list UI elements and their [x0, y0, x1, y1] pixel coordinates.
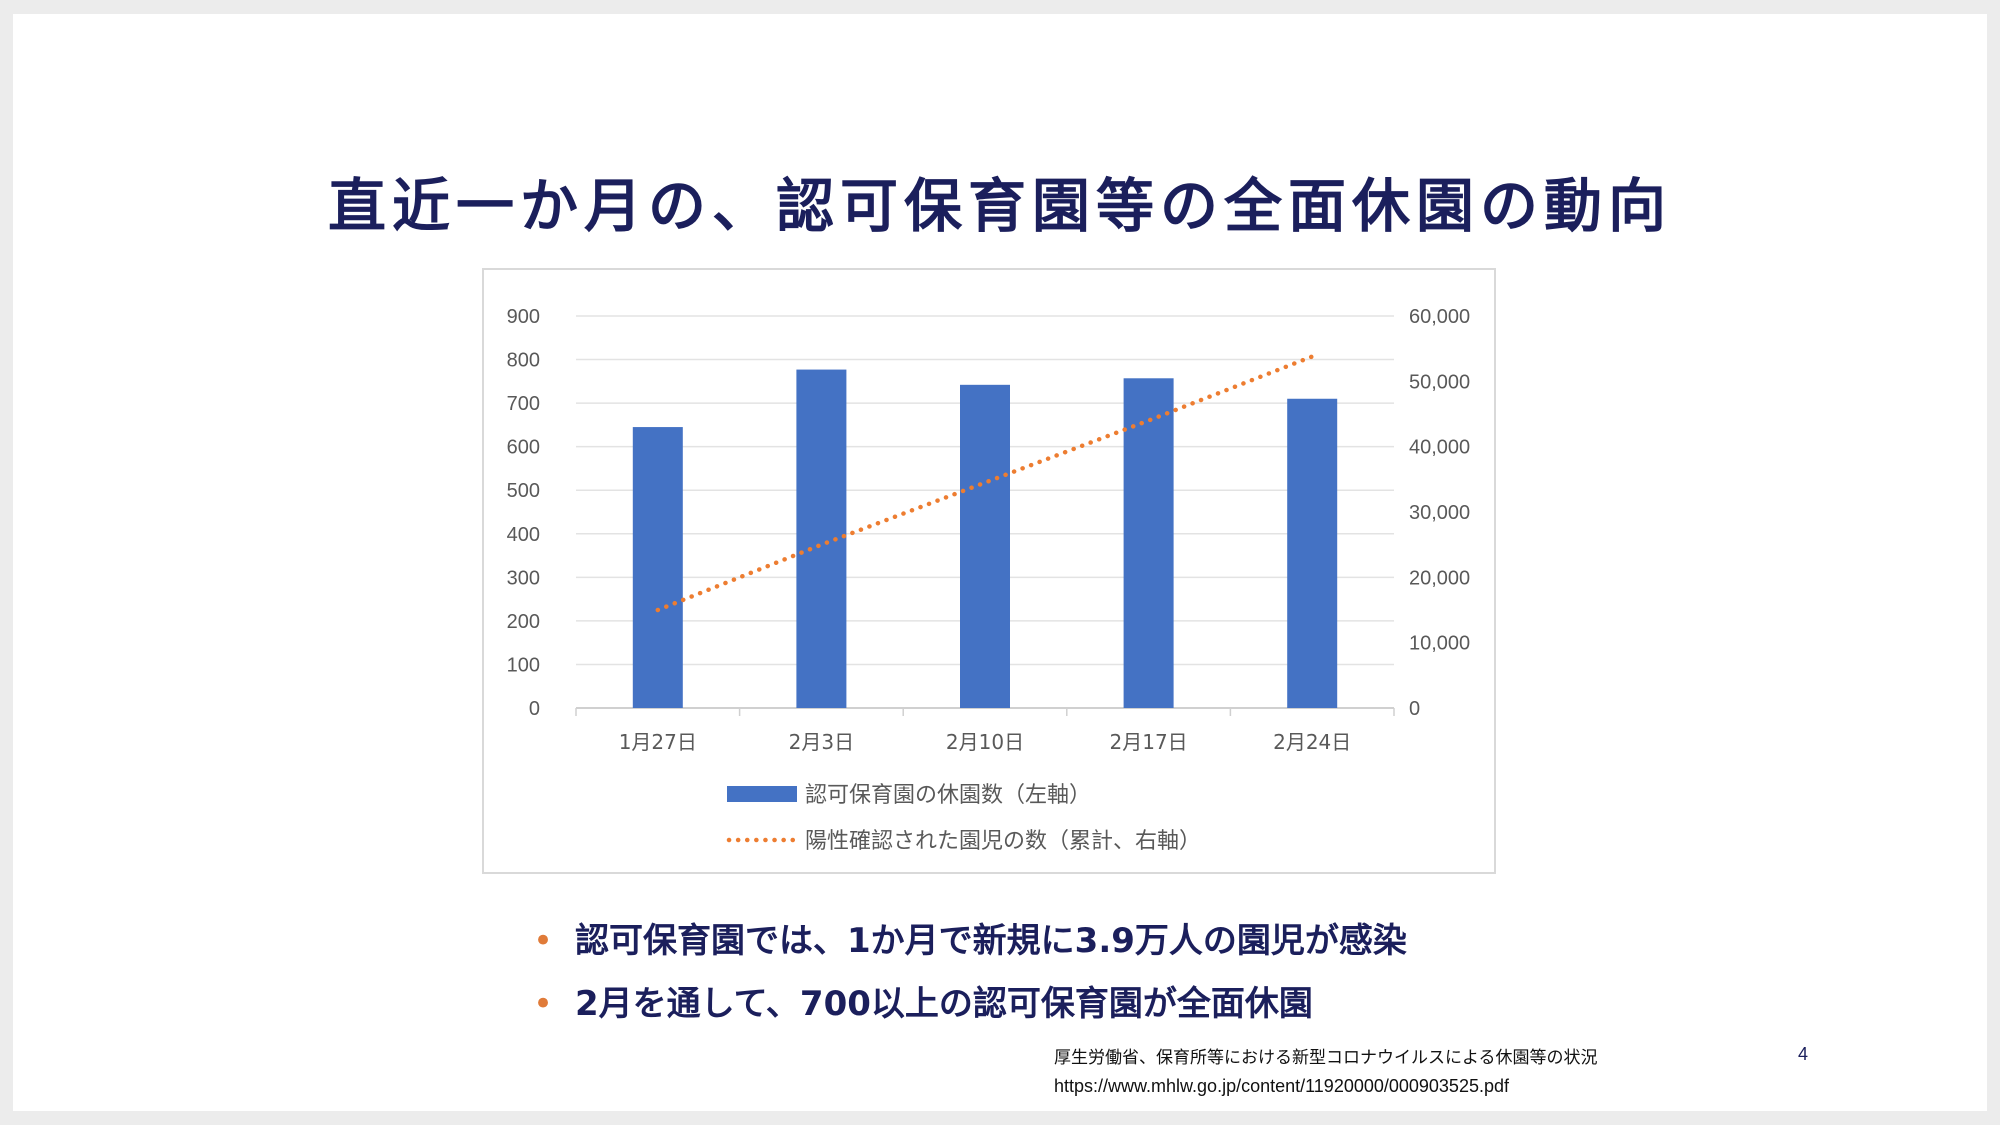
x-tick-label: 2月24日	[1273, 730, 1351, 754]
legend-label: 認可保育園の休園数（左軸）	[805, 783, 1091, 808]
left-tick-label: 0	[529, 698, 540, 720]
source-url[interactable]: https://www.mhlw.go.jp/content/11920000/…	[1054, 1076, 1509, 1096]
left-tick-label: 400	[507, 524, 540, 546]
legend: 認可保育園の休園数（左軸） 陽性確認された園児の数（累計、右軸）	[726, 783, 1201, 854]
right-tick-label: 0	[1409, 698, 1420, 720]
right-tick-label: 40,000	[1409, 437, 1470, 459]
bullet-text: 認可保育園では、1か月で新規に3.9万人の園児が感染	[575, 921, 1407, 961]
bullet-item: • 認可保育園では、1か月で新規に3.9万人の園児が感染	[533, 919, 1407, 982]
chart-frame: 0 100 200 300 400 500 600 700 800 900 0 10,000 20,0…	[482, 268, 1496, 874]
bullet-marker: •	[533, 984, 554, 1024]
left-tick-label: 700	[507, 393, 540, 415]
bullet-list: • 認可保育園では、1か月で新規に3.9万人の園児が感染 • 2月を通して、700以…	[533, 919, 1407, 1045]
slide: 直近一か月の、認可保育園等の全面休園の動向 0 100 200 300 400 500 60…	[13, 14, 1987, 1111]
bar	[960, 384, 1010, 708]
right-tick-label: 20,000	[1409, 567, 1470, 589]
legend-label: 陽性確認された園児の数（累計、右軸）	[805, 829, 1201, 854]
bar	[1123, 378, 1174, 708]
source-title: 厚生労働省、保育所等における新型コロナウイルスによる休園等の状況	[1054, 1048, 1598, 1068]
x-tick-label: 2月3日	[789, 730, 854, 754]
right-tick-label: 60,000	[1409, 306, 1470, 328]
x-axis: 1月27日 2月3日 2月10日 2月17日 2月24日	[575, 708, 1395, 754]
x-tick-label: 2月10日	[946, 730, 1024, 754]
legend-bar-swatch	[727, 786, 797, 802]
source-citation: 厚生労働省、保育所等における新型コロナウイルスによる休園等の状況 https:/…	[1054, 1044, 1598, 1100]
x-tick-label: 2月17日	[1110, 730, 1188, 754]
right-axis-ticks: 0 10,000 20,000 30,000 40,000 50,000 60,000	[1409, 306, 1470, 720]
bar	[632, 427, 683, 708]
chart: 0 100 200 300 400 500 600 700 800 900 0 10,000 20,0…	[507, 306, 1471, 854]
left-tick-label: 500	[507, 480, 540, 502]
left-axis-ticks: 0 100 200 300 400 500 600 700 800 900	[507, 306, 540, 720]
left-tick-label: 600	[507, 437, 540, 459]
x-tick-label: 1月27日	[619, 730, 697, 754]
slide-title: 直近一か月の、認可保育園等の全面休園の動向	[327, 172, 1672, 240]
left-tick-label: 200	[507, 611, 540, 633]
right-tick-label: 50,000	[1409, 371, 1470, 393]
bullet-item: • 2月を通して、700以上の認可保育園が全面休園	[533, 982, 1407, 1045]
bar	[1287, 398, 1338, 708]
bar	[796, 369, 847, 708]
left-tick-label: 100	[507, 654, 540, 676]
bullet-text: 2月を通して、700以上の認可保育園が全面休園	[575, 984, 1313, 1024]
right-tick-label: 30,000	[1409, 502, 1470, 524]
line-series-path	[655, 354, 1315, 613]
left-tick-label: 800	[507, 350, 540, 372]
left-tick-label: 900	[507, 306, 540, 328]
bar-series	[632, 369, 1338, 708]
left-tick-label: 300	[507, 567, 540, 589]
line-series	[655, 354, 1315, 613]
right-tick-label: 10,000	[1409, 633, 1470, 655]
bullet-marker: •	[533, 921, 554, 961]
page-number: 4	[1798, 1044, 1809, 1064]
